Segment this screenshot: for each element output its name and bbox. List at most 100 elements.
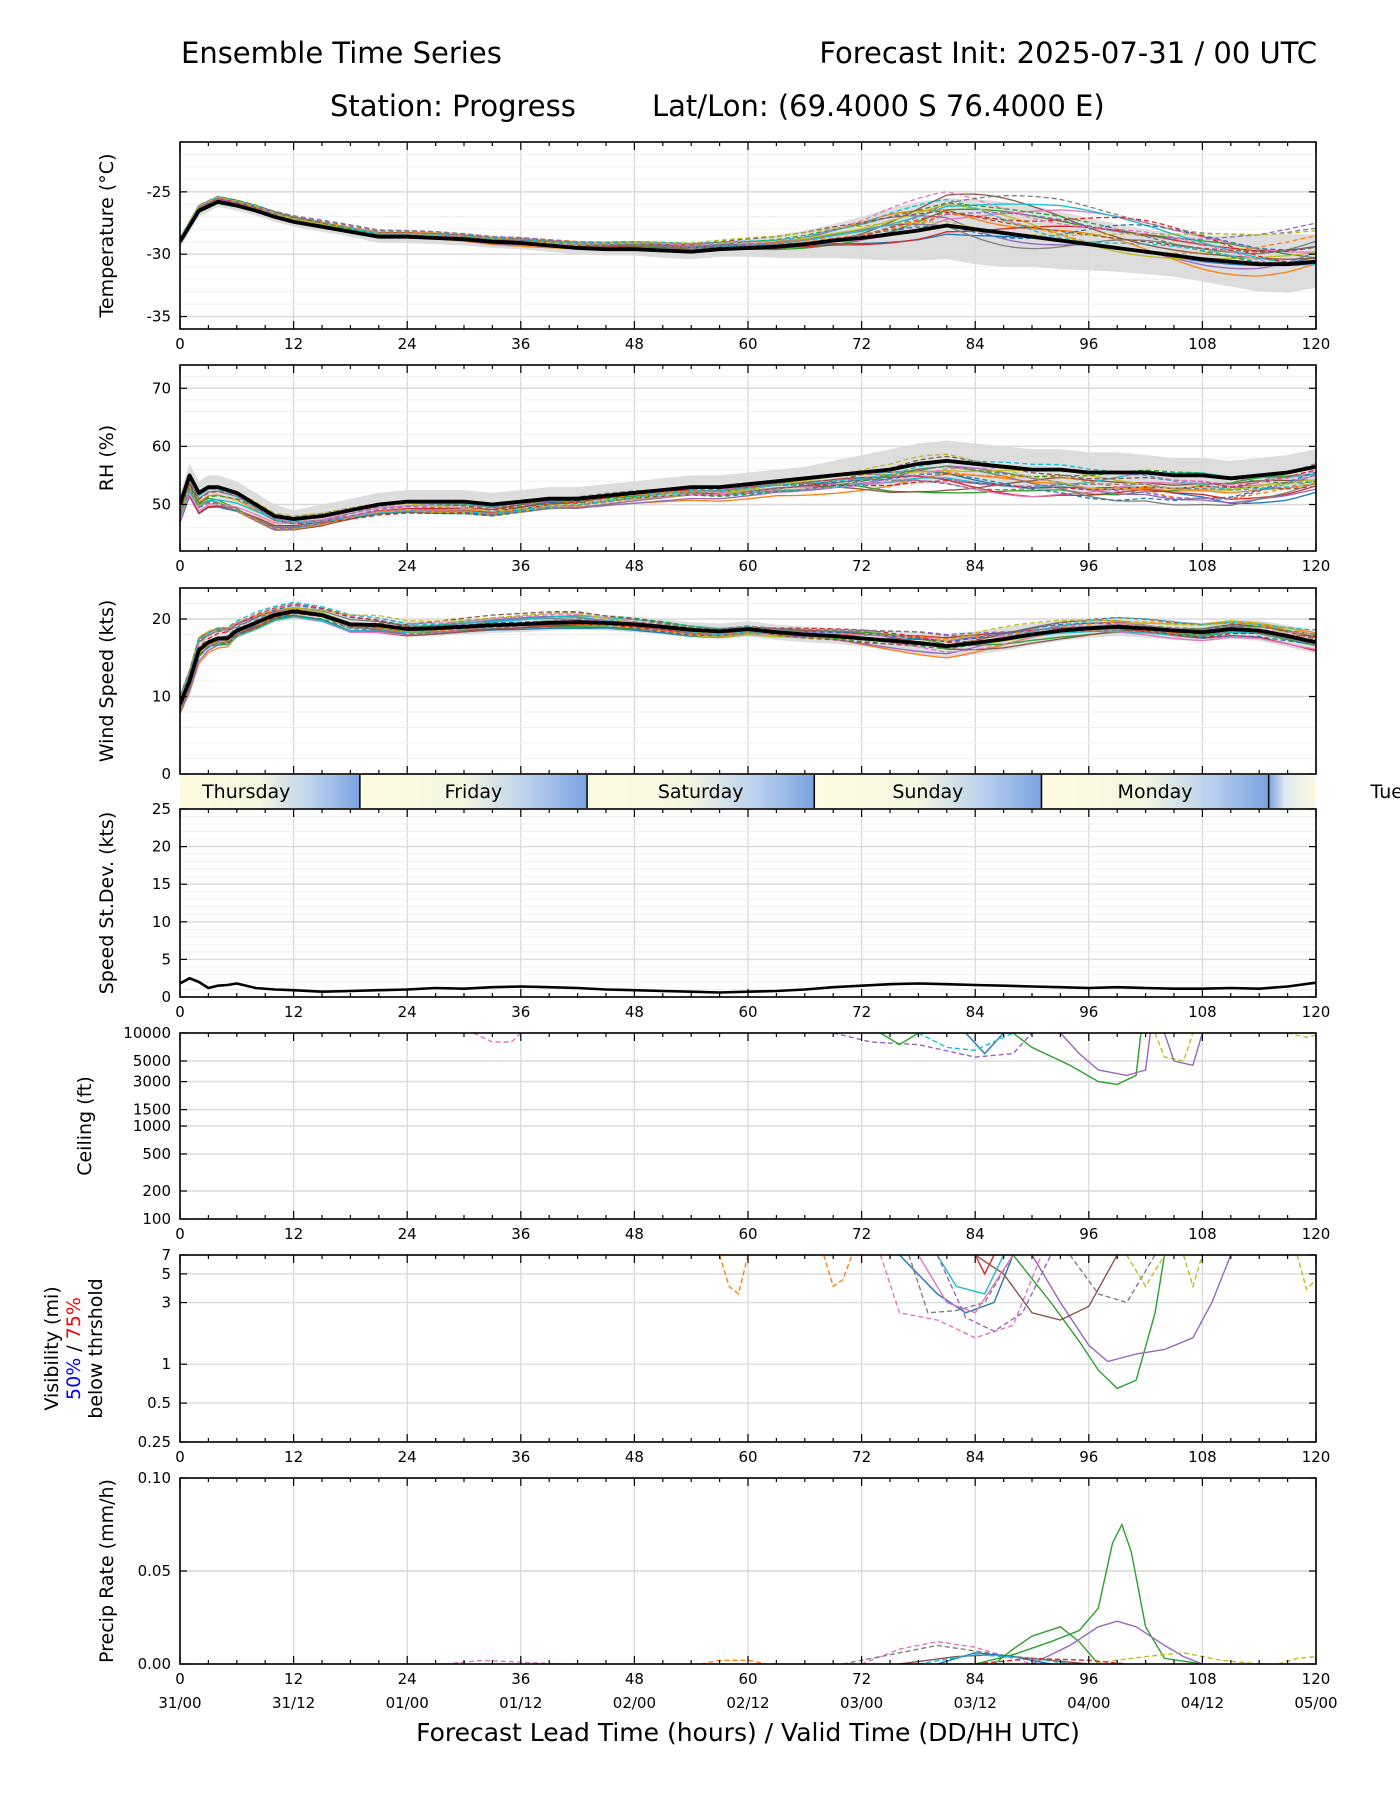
x-ticks [179, 1478, 1317, 1664]
y-tick-label: 5000 [133, 1052, 171, 1070]
x-valid-time-label: 01/12 [499, 1694, 542, 1712]
x-tick-labels: 0 12 24 36 48 60 72 84 96 108 120 [175, 1448, 1330, 1466]
member-line [180, 195, 1316, 253]
member-line [974, 1255, 1118, 1321]
x-tick-label: 24 [398, 1225, 417, 1243]
x-tick-label: 96 [1079, 335, 1098, 353]
day-segment [814, 775, 1042, 808]
y-tick-label: 10 [152, 913, 171, 931]
x-valid-time-label: 31/00 [158, 1694, 201, 1712]
x-valid-time-label: 03/12 [954, 1694, 997, 1712]
member-line [974, 1255, 995, 1276]
day-label: Tues [1370, 781, 1400, 803]
member-line [823, 1255, 853, 1288]
x-tick-label: 36 [511, 1003, 530, 1021]
x-tick-label: 24 [398, 335, 417, 353]
x-tick-label: 0 [175, 1670, 185, 1688]
y-tick-label: 500 [142, 1145, 171, 1163]
member-line [1277, 1655, 1316, 1664]
x-tick-label: 84 [966, 1225, 985, 1243]
y-tick-label: 5 [161, 1265, 171, 1283]
x-tick-label: 108 [1188, 1003, 1217, 1021]
y-tick-label: -30 [147, 245, 172, 263]
y-tick-label: 5 [161, 950, 171, 968]
y-tick-label: 100 [142, 1210, 171, 1228]
y-tick-label: 0.10 [138, 1469, 171, 1487]
panel-content [180, 601, 1316, 715]
x-tick-label: 72 [852, 1448, 871, 1466]
member-line [700, 1659, 768, 1664]
member-line [180, 610, 1316, 698]
x-tick-label: 84 [966, 1670, 985, 1688]
threshold-label: 50% / 75% [63, 1297, 85, 1400]
y-tick-label: 1500 [133, 1101, 171, 1119]
member-line [1088, 1652, 1260, 1664]
ensemble-mean-line [180, 199, 1316, 267]
x-tick-label: 84 [966, 557, 985, 575]
day-segment [180, 775, 360, 808]
x-tick-label: 96 [1079, 557, 1098, 575]
day-segment [1268, 775, 1316, 808]
member-line [180, 195, 1316, 249]
figure-title: Ensemble Time Series [181, 36, 502, 70]
y-tick-label: 20 [152, 838, 171, 856]
x-valid-time-label: 02/12 [726, 1694, 769, 1712]
x-tick-label: 120 [1302, 1225, 1331, 1243]
x-ticks [179, 365, 1317, 551]
x-ticks [179, 809, 1317, 997]
member-line [180, 614, 1316, 707]
x-tick-label: 48 [625, 557, 644, 575]
x-tick-label: 60 [738, 335, 757, 353]
member-line [180, 601, 1316, 699]
day-strip: Thursday Friday Saturday Sunday Monday Tues [180, 775, 1400, 808]
member-line [1163, 1033, 1204, 1067]
y-axis-label-group: Visibility (mi) 50% / 75% below thrshold [41, 1278, 107, 1418]
x-ticks [179, 588, 1317, 774]
x-valid-time-label: 01/00 [386, 1694, 429, 1712]
x-valid-time-label: 02/00 [613, 1694, 656, 1712]
panel-content [180, 976, 1316, 994]
y-tick-label: 50 [152, 496, 171, 514]
x-tick-label: 96 [1079, 1448, 1098, 1466]
x-valid-time-label: 05/00 [1294, 1694, 1337, 1712]
panel-precip-rate: 0 12 24 36 48 60 72 84 96 108 120 0.10 0.05 0.00 Preci… [96, 1469, 1330, 1688]
y-tick-label: 1 [161, 1355, 171, 1373]
x-tick-label: 108 [1188, 1448, 1217, 1466]
ensemble-members [718, 1255, 1316, 1390]
panel-ceiling: 0 12 24 36 48 60 72 84 96 108 120 10000 5000 3000 1500… [74, 1024, 1330, 1243]
day-label: Thursday [201, 781, 290, 803]
member-line [993, 1626, 1099, 1664]
x-tick-label: 0 [175, 1003, 185, 1021]
y-tick-label: 0.25 [138, 1433, 171, 1451]
y-ticks: 75 3 1 0.5 0.25 [138, 1246, 1316, 1451]
y-tick-label: 20 [152, 610, 171, 628]
x-tick-label: 12 [284, 1448, 303, 1466]
x-tick-label: 0 [175, 1225, 185, 1243]
x-tick-label: 60 [738, 1670, 757, 1688]
member-line [833, 1033, 1033, 1058]
x-tick-label: 24 [398, 1003, 417, 1021]
y-tick-label: 0.5 [147, 1394, 171, 1412]
threshold-50-label: 50% [63, 1358, 85, 1400]
y-axis-label: Visibility (mi) [41, 1286, 63, 1410]
x-tick-label: 36 [511, 557, 530, 575]
member-line [180, 473, 1316, 530]
y-tick-label: 0 [161, 988, 171, 1006]
y-axis-label: RH (%) [96, 425, 118, 491]
x-tick-label: 60 [738, 557, 757, 575]
member-line [880, 1033, 1142, 1086]
horizontal-grid [180, 1032, 1316, 1220]
member-line [1012, 1255, 1166, 1390]
day-label: Saturday [658, 781, 744, 803]
member-line [936, 1255, 1005, 1295]
y-axis-label: Speed St.Dev. (kts) [96, 812, 118, 995]
member-line [918, 1033, 1014, 1052]
x-tick-label: 72 [852, 1670, 871, 1688]
member-line [908, 1255, 1014, 1314]
y-tick-label: 15 [152, 875, 171, 893]
member-line [473, 1033, 522, 1043]
y-tick-label: 0 [161, 765, 171, 783]
x-tick-label: 36 [511, 1225, 530, 1243]
x-tick-label: 12 [284, 335, 303, 353]
x-tick-label: 12 [284, 1670, 303, 1688]
